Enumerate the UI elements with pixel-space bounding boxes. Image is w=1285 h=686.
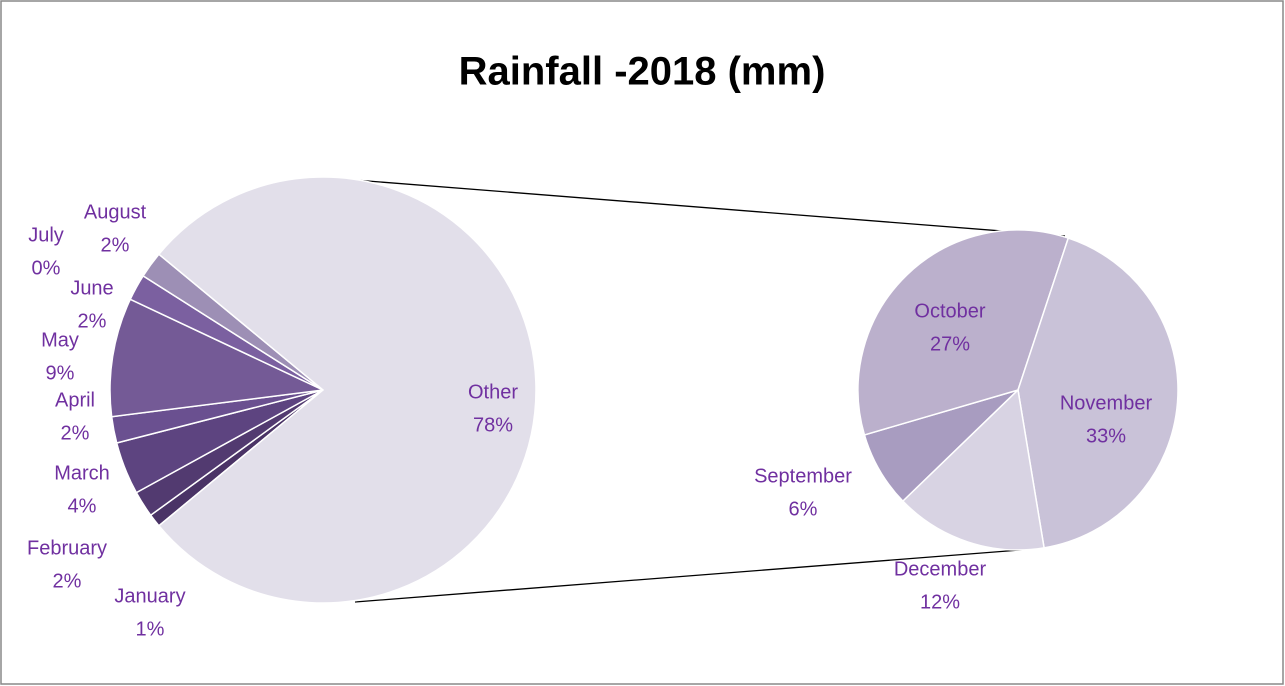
- slice-label-name: June: [70, 277, 113, 299]
- slice-label-name: August: [84, 201, 147, 223]
- slice-label-value: 2%: [78, 310, 107, 332]
- slice-label-value: 4%: [68, 495, 97, 517]
- slice-label-value: 2%: [53, 570, 82, 592]
- slice-label-name: May: [41, 329, 79, 351]
- slice-label-name: January: [114, 585, 185, 607]
- slice-label-name: July: [28, 224, 64, 246]
- slice-label-name: October: [914, 300, 985, 322]
- slice-label-value: 0%: [32, 257, 61, 279]
- slice-label-name: March: [54, 462, 110, 484]
- slice-label-value: 1%: [136, 618, 165, 640]
- connector-line: [354, 548, 1034, 603]
- pie-slice: [857, 229, 1070, 436]
- slice-label-value: 33%: [1086, 425, 1126, 447]
- slice-label-value: 12%: [920, 591, 960, 613]
- slice-label-name: February: [27, 537, 107, 559]
- slice-label-name: Other: [468, 381, 518, 403]
- pie-slice: [109, 298, 326, 418]
- chart-title: Rainfall -2018 (mm): [459, 50, 826, 94]
- slice-label-value: 2%: [101, 234, 130, 256]
- slice-label-value: 78%: [473, 414, 513, 436]
- pie-slice: [157, 176, 537, 604]
- connector-line: [354, 179, 1066, 237]
- slice-label-name: December: [894, 558, 987, 580]
- slice-label-value: 9%: [46, 362, 75, 384]
- pie-slice: [1017, 237, 1179, 549]
- slice-label-value: 6%: [789, 498, 818, 520]
- slice-label-name: November: [1060, 392, 1153, 414]
- slice-label-name: September: [754, 465, 852, 487]
- pie-slice: [901, 388, 1045, 551]
- slice-label-value: 2%: [61, 422, 90, 444]
- slice-label-name: April: [55, 389, 95, 411]
- slice-label-value: 27%: [930, 333, 970, 355]
